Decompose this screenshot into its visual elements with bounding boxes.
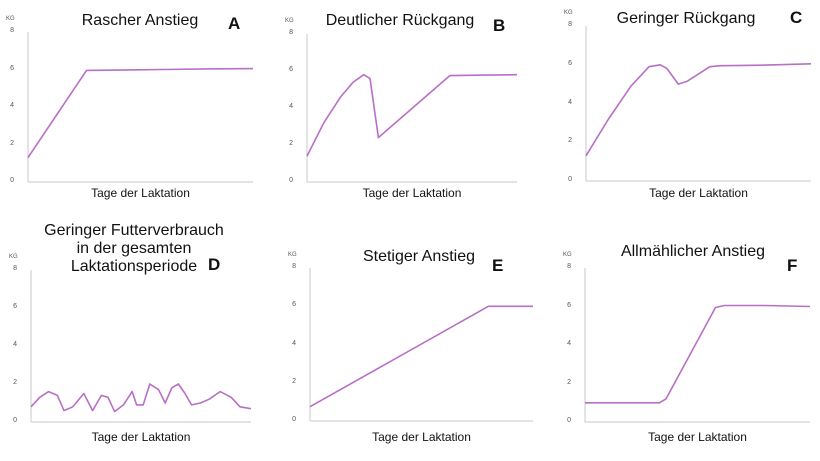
panel-letter-e: E [492, 256, 504, 275]
chart-title-d: Geringer Futterverbrauch in der gesamten… [44, 222, 224, 275]
chart-title-f: Allmählicher Anstieg [620, 243, 766, 260]
x-axis-label-a: Tage der Laktation [91, 186, 190, 200]
y-tick-label-c: 0 [568, 176, 572, 183]
y-tick-label-d: 0 [13, 417, 17, 424]
y-tick-label-d: 6 [13, 303, 17, 310]
panel-letter-c: C [790, 8, 803, 27]
y-tick-label-a: 8 [10, 27, 14, 34]
x-axis-label-c: Tage der Laktation [649, 186, 748, 200]
y-unit-label-f: KG [563, 252, 572, 258]
series-line-a [27, 67, 254, 159]
y-tick-label-e: 0 [292, 416, 296, 423]
y-tick-label-f: 2 [567, 378, 571, 386]
chart-title-a: Rascher Anstieg [81, 12, 199, 29]
y-unit-label-c: KG [564, 10, 573, 16]
y-tick-label-b: 0 [289, 177, 293, 184]
y-tick-label-c: 4 [568, 98, 572, 106]
y-tick-label-a: 2 [10, 139, 14, 147]
y-tick-label-b: 2 [289, 140, 293, 147]
chart-title-b: Deutlicher Rückgang [325, 12, 475, 29]
y-unit-label-a: KG [6, 16, 15, 22]
y-unit-label-b: KG [285, 18, 294, 24]
series-line-c [585, 63, 812, 157]
panel-letter-b: B [493, 16, 506, 35]
series-line-b [306, 73, 518, 157]
chart-title-e: Stetiger Anstieg [362, 248, 476, 265]
x-axis-label-b: Tage der Laktation [362, 186, 462, 200]
series-line-e [309, 305, 533, 408]
y-tick-label-b: 8 [289, 29, 293, 36]
y-tick-label-b: 4 [289, 103, 293, 110]
panel-letter-f: F [787, 256, 798, 275]
x-axis-label-e: Tage der Laktation [372, 430, 471, 444]
panel-letter-d: D [208, 255, 221, 274]
y-tick-label-a: 6 [10, 64, 14, 72]
y-tick-label-a: 0 [10, 177, 14, 184]
y-unit-label-e: KG [288, 252, 297, 258]
y-tick-label-d: 4 [13, 341, 17, 348]
y-tick-label-f: 0 [567, 417, 571, 424]
x-axis-label-f: Tage der Laktation [648, 430, 747, 444]
y-tick-label-f: 6 [567, 301, 571, 309]
y-tick-label-d: 2 [13, 379, 17, 386]
y-tick-label-e: 2 [292, 377, 296, 385]
y-unit-label-d: KG [9, 254, 18, 260]
y-tick-label-e: 4 [292, 339, 296, 347]
chart-title-c: Geringer Rückgang [616, 10, 756, 27]
y-tick-label-a: 4 [10, 102, 14, 109]
y-tick-label-c: 8 [568, 21, 572, 28]
y-tick-label-e: 6 [292, 301, 296, 309]
y-tick-label-c: 6 [568, 59, 572, 67]
y-tick-label-f: 4 [567, 340, 571, 347]
y-tick-label-d: 8 [13, 265, 17, 272]
y-tick-label-c: 2 [568, 137, 572, 145]
x-axis-label-d: Tage der Laktation [91, 430, 191, 444]
y-tick-label-f: 8 [567, 263, 571, 270]
panel-letter-a: A [228, 14, 241, 33]
series-line-d [30, 383, 252, 413]
y-tick-label-b: 6 [289, 66, 293, 73]
y-tick-label-e: 8 [292, 263, 296, 270]
series-line-f [585, 304, 811, 404]
